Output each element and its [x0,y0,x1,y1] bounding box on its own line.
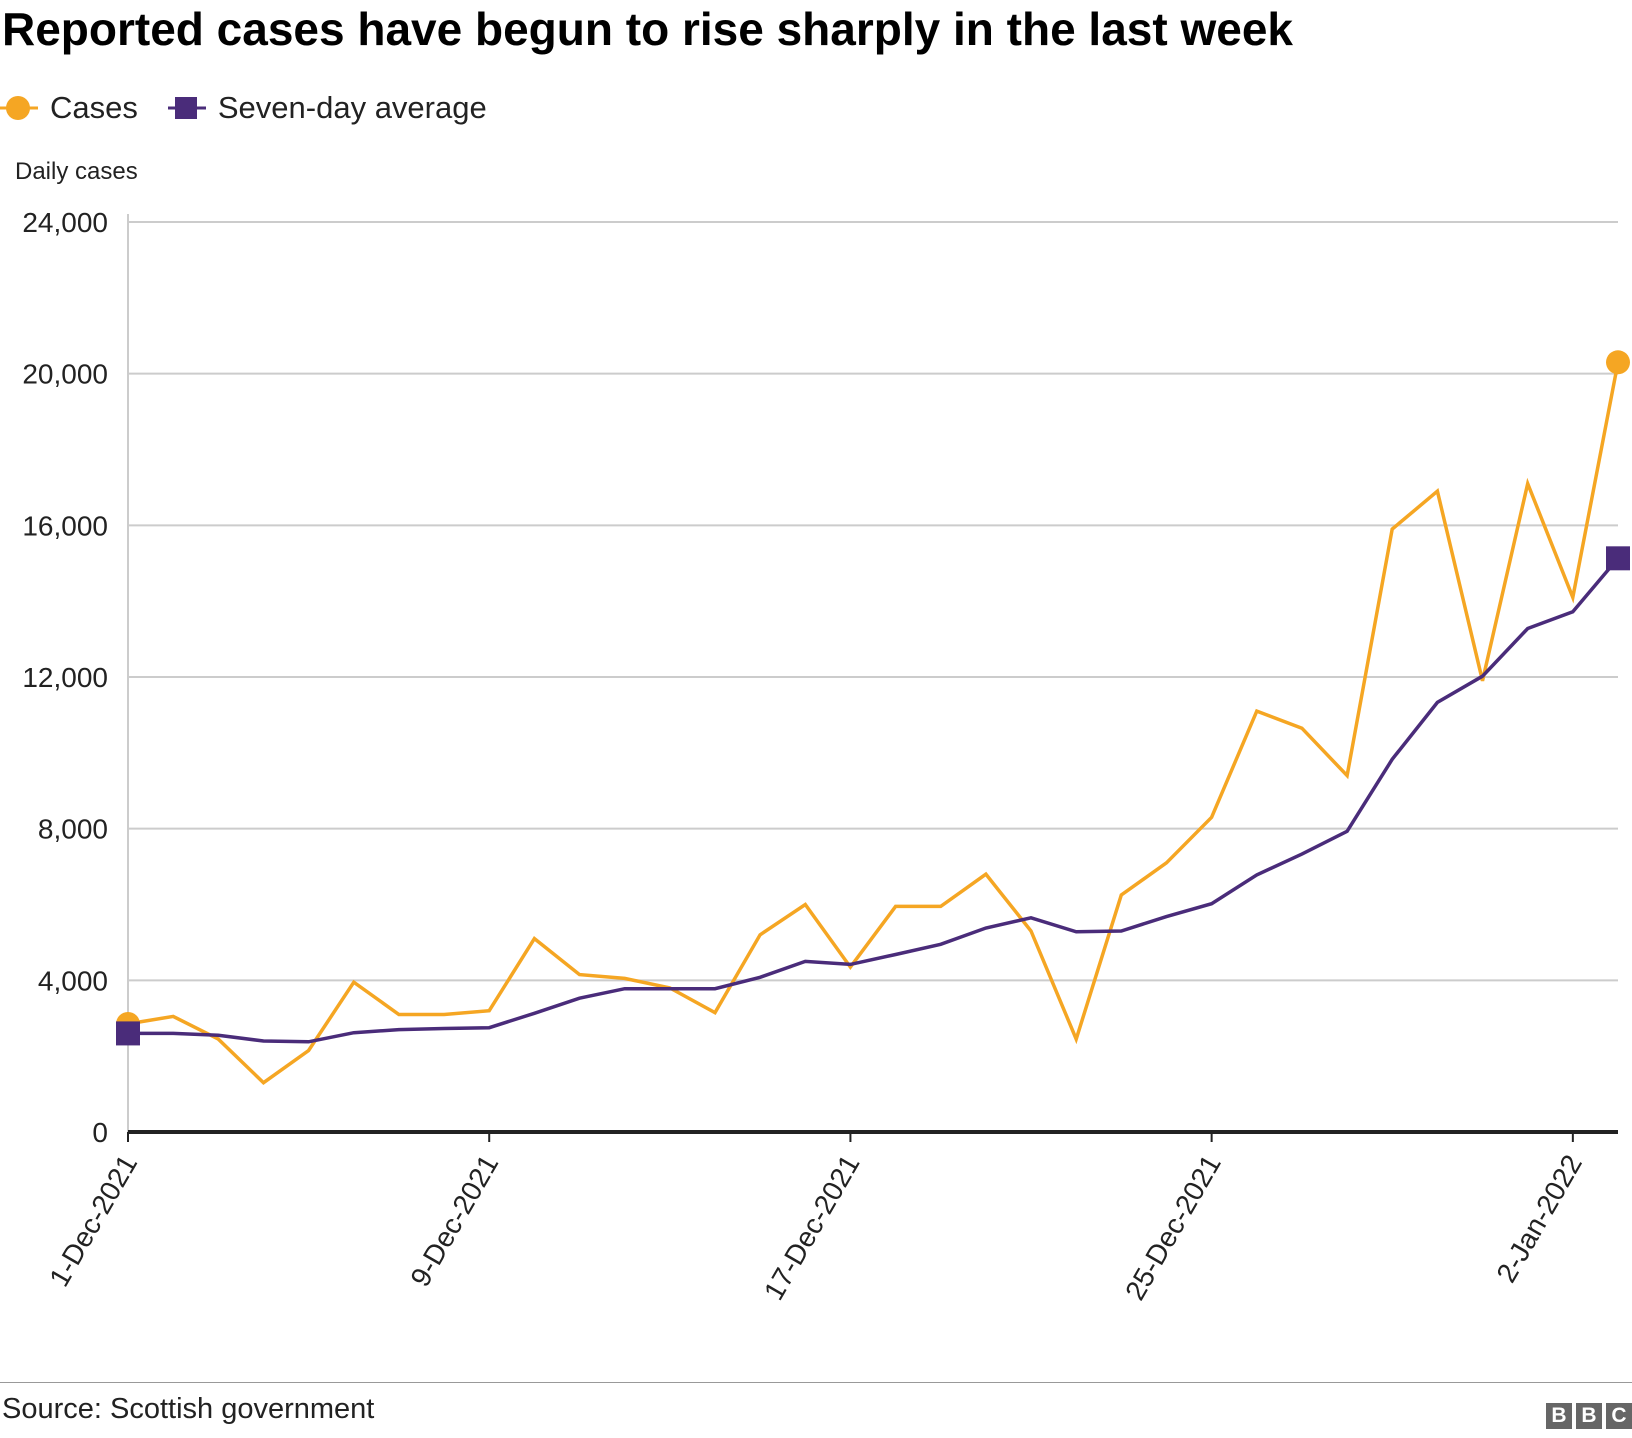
seven-day-average-end-point [1606,546,1630,571]
legend-item-seven-day-average: Seven-day average [167,90,487,126]
bbc-logo-letter-3: C [1606,1403,1632,1429]
legend-label-cases: Cases [50,90,138,125]
y-tick-label: 24,000 [22,207,108,238]
legend-item-cases: Cases [0,90,138,126]
x-tick-label: 17-Dec-2021 [758,1150,866,1306]
x-tick-label: 1-Dec-2021 [43,1150,143,1292]
legend: Cases Seven-day average [0,88,517,128]
legend-label-seven-day-average: Seven-day average [217,90,487,125]
series-line-cases [127,361,1620,1085]
cases-end-point [1606,350,1630,375]
y-axis-label: Daily cases [15,158,138,185]
series-line-seven-day-average [128,557,1620,1044]
x-tick-label: 2-Jan-2022 [1490,1150,1588,1288]
source-note: Source: Scottish government [2,1393,375,1425]
seven-day-average-start-point [116,1021,140,1046]
y-tick-label: 12,000 [22,662,108,693]
bbc-logo-letter-2: B [1576,1403,1602,1429]
x-tick-label: 9-Dec-2021 [404,1150,504,1292]
bbc-logo: B B C [1542,1403,1632,1429]
x-tick-label: 25-Dec-2021 [1119,1150,1227,1306]
footer-divider [0,1382,1632,1383]
legend-circle-marker-icon [0,96,38,120]
line-chart: Daily cases 0 4,000 8,000 12,000 16,000 20,00… [15,158,1630,1306]
y-tick-label: 20,000 [22,359,108,390]
y-tick-label: 4,000 [38,965,108,996]
bbc-logo-letter-1: B [1546,1403,1572,1429]
y-tick-label: 0 [92,1117,108,1148]
legend-square-marker-icon [167,97,206,119]
y-tick-label: 8,000 [38,814,108,845]
chart-title: Reported cases have begun to rise sharpl… [2,3,1294,55]
y-tick-label: 16,000 [22,510,108,541]
